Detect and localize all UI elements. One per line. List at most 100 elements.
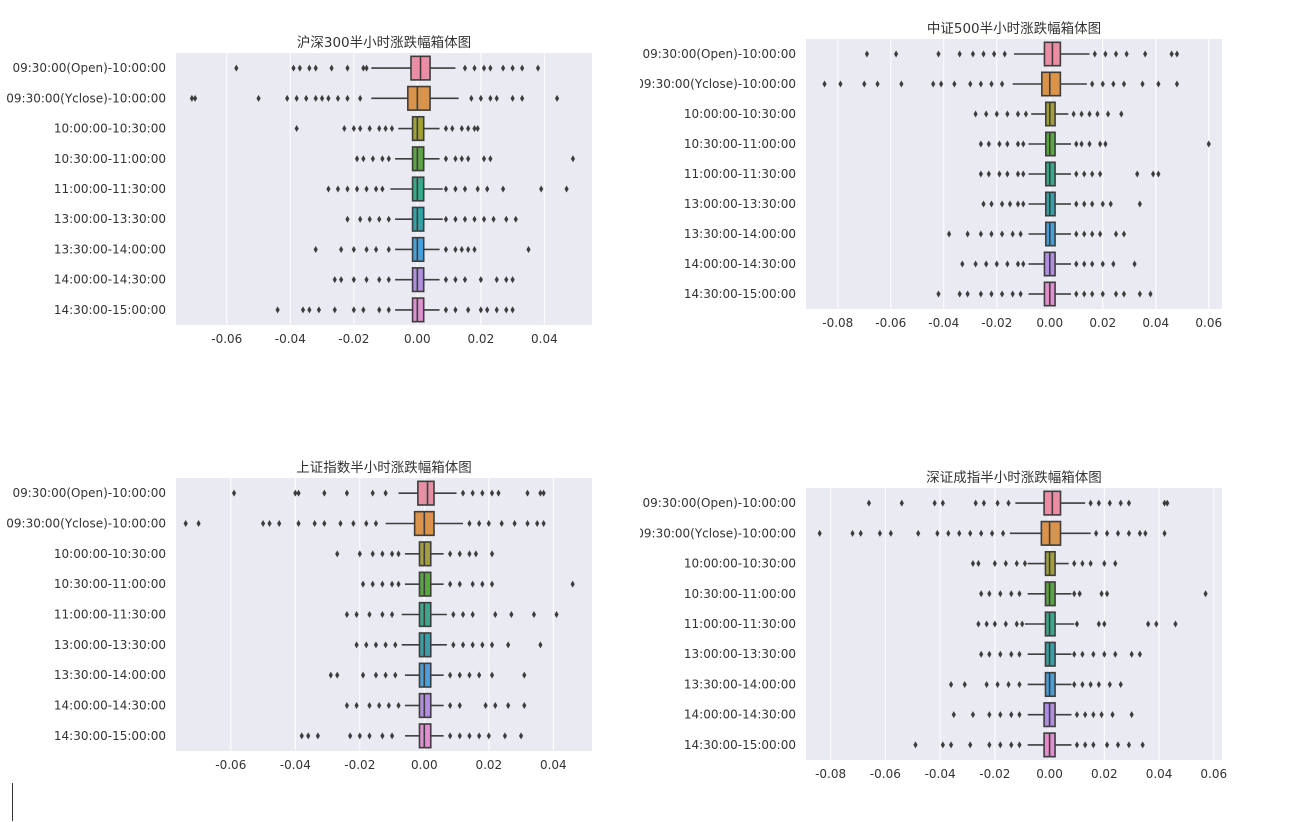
box-group	[951, 702, 1134, 728]
outlier-point	[345, 215, 350, 223]
outlier-point	[992, 620, 997, 628]
outlier-point	[367, 611, 372, 618]
outlier-point	[351, 520, 356, 527]
box-group	[332, 267, 515, 293]
outlier-point	[1020, 620, 1025, 628]
outlier-point	[1100, 200, 1105, 208]
outlier-point	[987, 711, 992, 719]
outlier-point	[952, 80, 957, 88]
x-tick-label: -0.04	[925, 767, 956, 781]
x-tick-label: -0.02	[344, 758, 375, 772]
outlier-point	[489, 489, 495, 497]
outlier-point	[1087, 140, 1092, 148]
outlier-point	[256, 94, 261, 102]
outlier-point	[864, 50, 870, 58]
outlier-point	[328, 671, 333, 679]
outlier-point	[344, 489, 350, 497]
outlier-point	[480, 489, 485, 497]
outlier-point	[361, 64, 366, 72]
outlier-point	[1107, 680, 1112, 688]
outlier-point	[1009, 650, 1014, 658]
outlier-point	[1173, 620, 1178, 628]
outlier-point	[344, 611, 350, 618]
outlier-point	[1017, 680, 1022, 688]
box-group	[234, 55, 541, 81]
outlier-point	[383, 641, 388, 649]
x-tick-label: 0.02	[1091, 767, 1118, 781]
x-tick-label: 0.00	[1036, 767, 1063, 781]
box-group	[344, 692, 527, 719]
outlier-point	[285, 94, 290, 102]
outlier-point	[486, 732, 491, 740]
outlier-point	[995, 499, 1000, 507]
y-tick-label: 10:30:00-11:00:00	[54, 152, 166, 166]
outlier-point	[997, 140, 1002, 148]
outlier-point	[931, 80, 936, 88]
chart-title: 中证500半小时涨跌幅箱体图	[927, 21, 1101, 37]
outlier-point	[448, 671, 453, 679]
outlier-point	[500, 64, 506, 72]
outlier-point	[1104, 741, 1110, 749]
outlier-point	[981, 499, 986, 507]
box	[418, 692, 432, 719]
outlier-point	[999, 200, 1005, 208]
x-tick-label: 0.04	[1146, 767, 1173, 781]
outlier-point	[1126, 529, 1132, 537]
box-group	[328, 662, 527, 688]
outlier-point	[489, 641, 495, 649]
outlier-point	[1126, 741, 1132, 749]
box-group	[979, 581, 1208, 607]
outlier-point	[231, 489, 237, 497]
y-tick-label: 14:30:00-15:00:00	[54, 729, 166, 743]
outlier-point	[989, 200, 994, 208]
outlier-point	[1010, 290, 1015, 298]
outlier-point	[491, 215, 496, 223]
outlier-point	[1103, 140, 1108, 148]
boxplot-svg: -0.08 -0.06 -0.04 -0.02 0.00 0.02 0.04 0.06 中证50…	[636, 21, 1222, 330]
outlier-point	[973, 110, 978, 118]
outlier-point	[370, 550, 375, 558]
outlier-point	[293, 489, 298, 497]
outlier-point	[329, 64, 334, 72]
outlier-point	[1090, 170, 1095, 178]
outlier-point	[450, 125, 455, 133]
outlier-point	[984, 680, 989, 688]
outlier-point	[338, 520, 343, 527]
outlier-point	[1074, 170, 1079, 178]
outlier-point	[1021, 170, 1026, 178]
outlier-point	[377, 125, 382, 133]
outlier-point	[460, 641, 466, 649]
outlier-point	[525, 520, 530, 527]
outlier-point	[383, 489, 388, 497]
outlier-point	[1105, 110, 1111, 118]
outlier-point	[345, 94, 350, 102]
outlier-point	[1007, 200, 1013, 208]
outlier-point	[1132, 260, 1137, 268]
box	[407, 85, 431, 111]
outlier-point	[443, 215, 449, 223]
outlier-point	[998, 590, 1003, 598]
box-group	[948, 671, 1123, 698]
outlier-point	[1156, 80, 1161, 88]
outlier-point	[1009, 741, 1014, 749]
x-tick-label: -0.06	[211, 332, 242, 346]
outlier-point	[481, 215, 487, 223]
outlier-point	[380, 580, 385, 588]
outlier-point	[364, 64, 369, 72]
outlier-point	[1003, 560, 1008, 568]
outlier-point	[1098, 230, 1103, 238]
outlier-point	[1015, 110, 1021, 118]
outlier-point	[494, 306, 499, 314]
outlier-point	[342, 125, 347, 133]
outlier-point	[978, 230, 983, 238]
x-tick-label: -0.04	[275, 332, 306, 346]
outlier-point	[1102, 650, 1107, 658]
outlier-point	[477, 732, 482, 740]
y-tick-label: 14:00:00-14:30:00	[684, 708, 796, 722]
y-tick-label: 09:30:00(Yclose)-10:00:00	[6, 91, 166, 105]
outlier-point	[351, 276, 356, 284]
outlier-point	[357, 732, 362, 740]
outlier-point	[1096, 499, 1101, 507]
outlier-point	[998, 741, 1003, 749]
outlier-point	[496, 489, 501, 497]
